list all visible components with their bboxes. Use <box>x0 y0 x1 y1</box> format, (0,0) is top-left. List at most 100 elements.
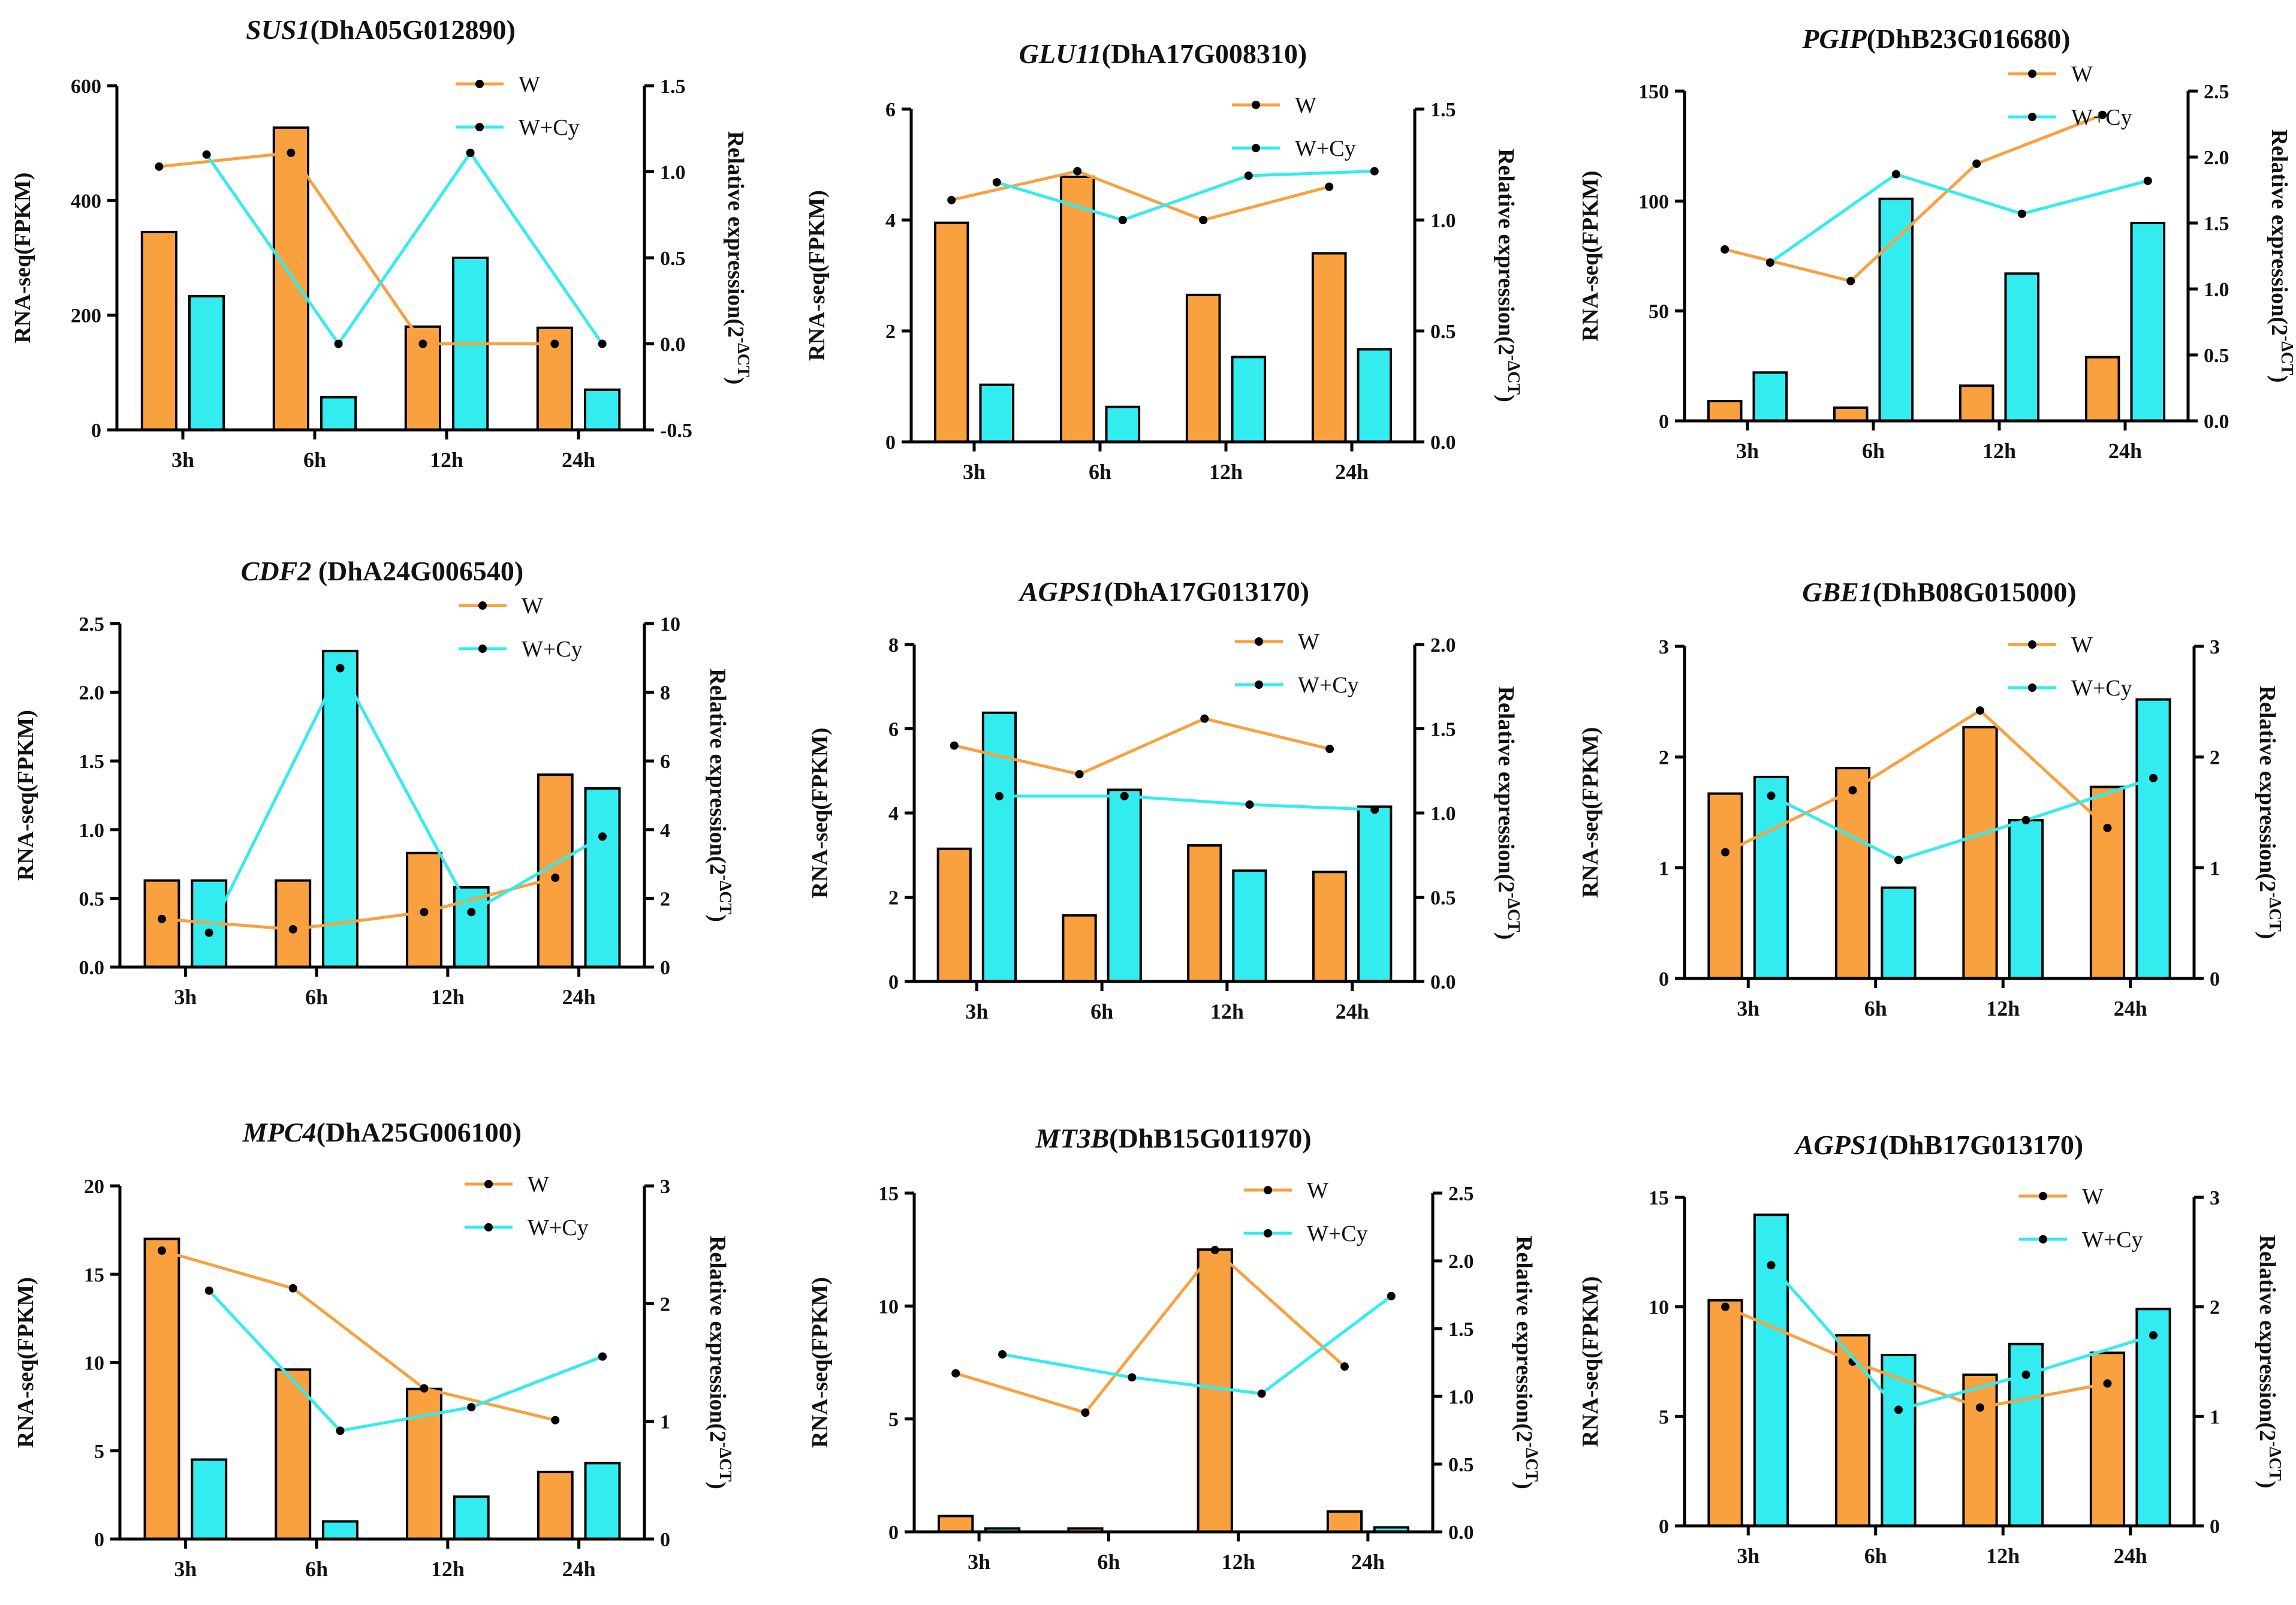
right-axis-title: Relative expression(2-ΔCT) <box>705 1236 734 1489</box>
left-tick-label: 5 <box>94 1441 104 1463</box>
legend-marker-wcy <box>475 123 484 131</box>
legend-label-w: W <box>1307 1178 1328 1203</box>
bar-wcy-6h <box>1881 1354 1917 1528</box>
legend-marker-w <box>475 80 484 88</box>
point-wcy-24h <box>2143 176 2152 185</box>
chart-title: CDF2 (DhA24G006540) <box>241 556 524 586</box>
x-tick-label-24h: 24h <box>1336 999 1369 1023</box>
left-tick-label: 0 <box>94 1529 104 1551</box>
line-wcy <box>207 665 604 934</box>
point-w-6h <box>1848 786 1857 795</box>
right-tick-label: 1.0 <box>660 162 686 184</box>
line-wcy <box>1770 776 2154 862</box>
right-axis-title-sup: -ΔCT <box>716 1442 734 1481</box>
right-axis-title-close: ) <box>705 914 730 922</box>
point-w-6h <box>1846 276 1855 285</box>
bar-wcy-12h <box>1231 356 1267 443</box>
bar-wcy-6h <box>320 396 357 431</box>
point-w-6h <box>1073 167 1082 176</box>
left-tick-label: 0 <box>888 1522 899 1544</box>
legend-marker-wcy <box>1255 680 1263 689</box>
right-tick-label: 2.0 <box>1430 634 1456 657</box>
left-tick-label: 1.5 <box>79 751 105 773</box>
x-tick-label-6h: 6h <box>303 448 326 472</box>
legend-label-w: W <box>522 594 543 619</box>
right-tick-label: 1.0 <box>1430 210 1456 232</box>
legend-marker-w <box>478 601 487 610</box>
line-w <box>954 717 1330 776</box>
left-tick-label: 2 <box>885 321 896 343</box>
chart-title: GLU11(DhA17G008310) <box>1019 38 1307 69</box>
point-wcy-12h <box>1257 1389 1266 1398</box>
point-wcy-6h <box>1128 1373 1137 1382</box>
x-tick-label-24h: 24h <box>562 985 596 1009</box>
point-wcy-12h <box>1245 800 1254 809</box>
point-wcy-3h <box>202 150 211 159</box>
bar-w-3h <box>143 879 180 968</box>
point-wcy-24h <box>598 1352 607 1361</box>
left-tick-label: 150 <box>1638 81 1669 103</box>
line-wcy <box>205 150 604 347</box>
legend-marker-wcy <box>478 645 487 653</box>
right-tick-label: 1 <box>660 1411 670 1434</box>
x-tick-label-24h: 24h <box>2114 996 2147 1020</box>
right-axis-title-sup: -ΔCT <box>734 338 752 377</box>
bar-w-24h <box>2089 1351 2126 1528</box>
right-tick-label: 3 <box>2210 636 2220 658</box>
legend-marker-wcy <box>2028 113 2036 121</box>
left-axis-title: RNA-seq(FPKM) <box>1578 171 1603 342</box>
bar-w-12h <box>1958 384 1994 422</box>
bar-w-3h <box>1707 400 1743 422</box>
right-axis-title-close: ) <box>1493 932 1518 940</box>
bar-wcy-12h <box>2008 818 2044 980</box>
left-axis-title: RNA-seq(FPKM) <box>804 190 830 361</box>
x-tick-label-3h: 3h <box>965 999 988 1023</box>
x-tick-label-12h: 12h <box>431 1557 465 1581</box>
chart-title: PGIP(DhB23G016680) <box>1801 23 2070 54</box>
point-w-6h <box>288 1284 297 1293</box>
right-tick-label: 1.5 <box>2204 213 2229 235</box>
left-tick-label: 0 <box>1659 1516 1669 1538</box>
chart-panel-1: SUS1(DhA05G012890) 0 200 400 600 -0.5 0.0 0.5 1.… <box>10 14 752 472</box>
right-tick-label: 1.0 <box>1430 803 1456 825</box>
left-tick-label: 6 <box>888 719 899 741</box>
bar-w-24h <box>2084 356 2120 423</box>
legend-label-w: W <box>2082 1184 2104 1209</box>
right-tick-label: 1.5 <box>660 76 686 98</box>
left-tick-label: 1 <box>1659 857 1669 880</box>
left-tick-label: 2.5 <box>79 613 105 636</box>
point-w-12h <box>420 1384 429 1393</box>
chart-panel-7: MPC4(DhA25G006100) 0 5 10 15 20 0 1 2 3 3h 6h 12h 24h… <box>13 1117 734 1581</box>
legend-marker-wcy <box>2028 683 2036 692</box>
bar-wcy-24h <box>2135 698 2171 980</box>
point-w-6h <box>287 148 296 157</box>
bar-wcy-12h <box>2004 272 2040 423</box>
point-w-3h <box>1721 848 1729 857</box>
line-w <box>1724 113 2104 283</box>
point-w-12h <box>418 339 427 348</box>
point-wcy-6h <box>1894 856 1903 865</box>
right-axis-title: Relative expression(2-ΔCT) <box>2255 686 2284 939</box>
point-w-6h <box>1075 770 1084 779</box>
right-tick-label: 8 <box>660 682 670 704</box>
bar-wcy-24h <box>1357 805 1393 983</box>
x-tick-label-3h: 3h <box>1737 996 1759 1020</box>
right-axis-title-main: Relative expression(2 <box>2267 130 2292 336</box>
x-tick-label-12h: 12h <box>1986 1544 2020 1568</box>
right-tick-label: 2.0 <box>1448 1251 1474 1273</box>
bar-w-24h <box>1311 252 1347 443</box>
bar-wcy-3h <box>188 295 225 432</box>
right-axis-title: Relative expression(2-ΔCT) <box>1511 1236 1541 1489</box>
left-tick-label: 10 <box>878 1296 899 1318</box>
point-w-3h <box>158 914 166 923</box>
right-axis-title-close: ) <box>2255 1481 2280 1489</box>
line-w <box>1724 708 2109 854</box>
right-tick-label: 0.5 <box>1448 1454 1474 1476</box>
point-w-3h <box>155 162 164 171</box>
legend-marker-w <box>1252 101 1260 109</box>
right-axis-title-close: ) <box>2255 932 2280 939</box>
chart-panel-9: AGPS1(DhB17G013170) 0 5 10 15 0 1 2 3 3h 6h 12h 24h R… <box>1578 1130 2284 1568</box>
point-wcy-3h <box>992 178 1001 187</box>
x-tick-label-12h: 12h <box>430 448 463 472</box>
bar-wcy-3h <box>979 383 1015 443</box>
